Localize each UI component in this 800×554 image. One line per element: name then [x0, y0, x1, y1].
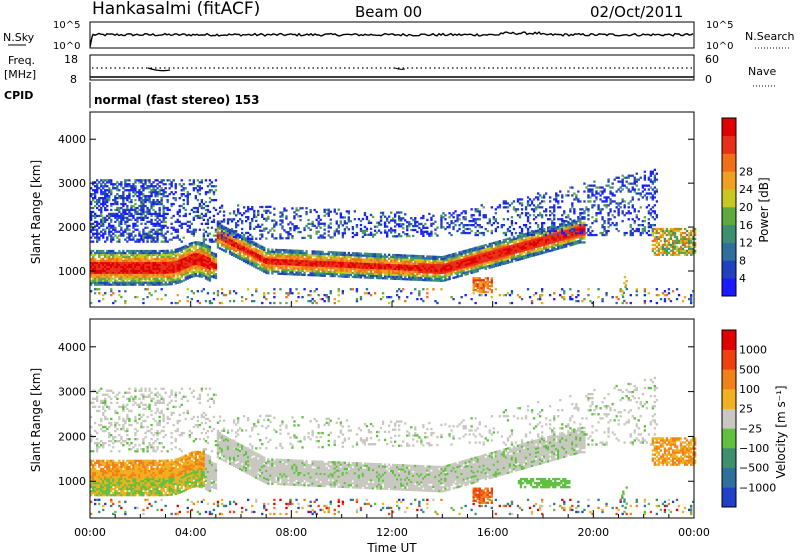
time-axis-label: Time UT	[366, 541, 417, 554]
y-tick-label: 4000	[58, 133, 86, 146]
colorbar-tick-label: 25	[739, 403, 753, 416]
y-tick-label: 3000	[58, 386, 86, 399]
power-y-axis: 1000 2000 3000 4000	[58, 133, 694, 278]
date-title: 02/Oct/2011	[590, 3, 683, 21]
x-tick-label: 20:00	[577, 526, 609, 539]
x-tick-label: 00:00	[678, 526, 710, 539]
colorbar-swatch	[722, 171, 736, 190]
colorbar-tick-label: 100	[739, 383, 760, 396]
colorbar-tick-label: 500	[739, 363, 760, 376]
colorbar-tick-label: 12	[739, 237, 753, 250]
nsearch-tick-bottom: 10^0	[706, 41, 733, 52]
x-tick-label: 12:00	[376, 526, 408, 539]
nsearch-tick-top: 10^5	[706, 20, 733, 31]
freq-panel: Freq. [MHz] 18 8 60 0 Nave	[4, 53, 776, 87]
colorbar-swatch	[722, 408, 736, 429]
colorbar-swatch	[722, 207, 736, 226]
colorbar-tick-label: −1000	[739, 481, 776, 494]
colorbar-swatch	[722, 189, 736, 208]
velocity-colorbar: 1000 500 100 25 −25 −100 −500 −1000	[721, 329, 776, 508]
colorbar-swatch	[722, 349, 736, 370]
colorbar-swatch	[722, 487, 736, 508]
colorbar-tick-label: −100	[739, 442, 769, 455]
colorbar-tick-label: −500	[739, 462, 769, 475]
power-data	[90, 168, 697, 305]
y-tick-label: 1000	[58, 265, 86, 278]
colorbar-tick-label: 8	[739, 254, 746, 267]
colorbar-tick-label: 28	[739, 165, 753, 178]
colorbar-swatch	[722, 153, 736, 172]
x-tick-label: 16:00	[477, 526, 509, 539]
freq-tick-top: 18	[64, 53, 78, 66]
beam-title: Beam 00	[355, 3, 422, 21]
colorbar-swatch	[722, 467, 736, 488]
colorbar-tick-label: 16	[739, 219, 753, 232]
freq-label: Freq.	[8, 54, 35, 67]
velocity-ylabel: Slant Range [km]	[29, 368, 43, 472]
colorbar-swatch	[722, 330, 736, 350]
velocity-colorbar-label: Velocity [m s⁻¹]	[774, 385, 788, 478]
y-tick-label: 1000	[58, 475, 86, 488]
y-tick-label: 3000	[58, 177, 86, 190]
freq-tick-bottom: 8	[70, 73, 77, 86]
station-title: Hankasalmi (fitACF)	[92, 0, 260, 19]
power-colorbar-label: Power [dB]	[757, 177, 771, 242]
colorbar-swatch	[722, 369, 736, 390]
power-colorbar: 4 8 12 16 20 24 28	[721, 117, 753, 297]
colorbar-swatch	[722, 389, 736, 409]
time-x-axis: 00:00 04:00 08:00 12:00 16:00 20:00 00:00	[74, 301, 710, 539]
velocity-y-axis: 1000 2000 3000 4000	[58, 341, 694, 488]
y-tick-label: 2000	[58, 221, 86, 234]
x-tick-label: 04:00	[175, 526, 207, 539]
velocity-data	[90, 376, 697, 516]
colorbar-frame	[721, 117, 737, 297]
nave-tick-bottom: 0	[705, 73, 712, 86]
cpid-label: CPID	[4, 89, 33, 102]
cpid-value: normal (fast stereo) 153	[94, 93, 260, 107]
y-tick-label: 4000	[58, 341, 86, 354]
cpid-row: CPID normal (fast stereo) 153	[4, 82, 260, 108]
colorbar-tick-label: 20	[739, 201, 753, 214]
freq-unit-label: [MHz]	[4, 68, 36, 81]
nsky-panel: N.Sky 10^5 10^0 10^5 10^0 N.Search	[3, 20, 795, 52]
colorbar-swatch	[722, 278, 736, 297]
colorbar-tick-label: 4	[739, 272, 746, 285]
colorbar-tick-label: 1000	[739, 344, 767, 357]
colorbar-swatch	[722, 242, 736, 261]
power-ylabel: Slant Range [km]	[29, 160, 43, 264]
nsky-tick-bottom: 10^0	[53, 41, 80, 52]
colorbar-swatch	[722, 448, 736, 468]
colorbar-swatch	[722, 428, 736, 449]
velocity-panel: 1000 2000 3000 4000 00:00 04:00 08:00 12:00 16:…	[29, 301, 788, 554]
x-tick-label: 00:00	[74, 526, 106, 539]
colorbar-swatch	[722, 135, 736, 154]
nsearch-label: N.Search	[745, 30, 795, 43]
power-panel: 1000 2000 3000 4000 Slant Range [km] 4 8 12 16…	[29, 111, 771, 308]
x-tick-label: 08:00	[275, 526, 307, 539]
colorbar-swatch	[722, 224, 736, 243]
nsky-tick-top: 10^5	[53, 20, 80, 31]
nave-label: Nave	[748, 65, 776, 78]
nsky-label: N.Sky	[3, 31, 35, 44]
colorbar-swatch	[722, 118, 736, 137]
colorbar-frame	[721, 329, 737, 508]
y-tick-label: 2000	[58, 430, 86, 443]
colorbar-swatch	[722, 260, 736, 279]
nsky-line	[89, 31, 694, 48]
colorbar-tick-label: 24	[739, 183, 753, 196]
colorbar-tick-label: −25	[739, 422, 762, 435]
nave-tick-top: 60	[705, 53, 719, 66]
